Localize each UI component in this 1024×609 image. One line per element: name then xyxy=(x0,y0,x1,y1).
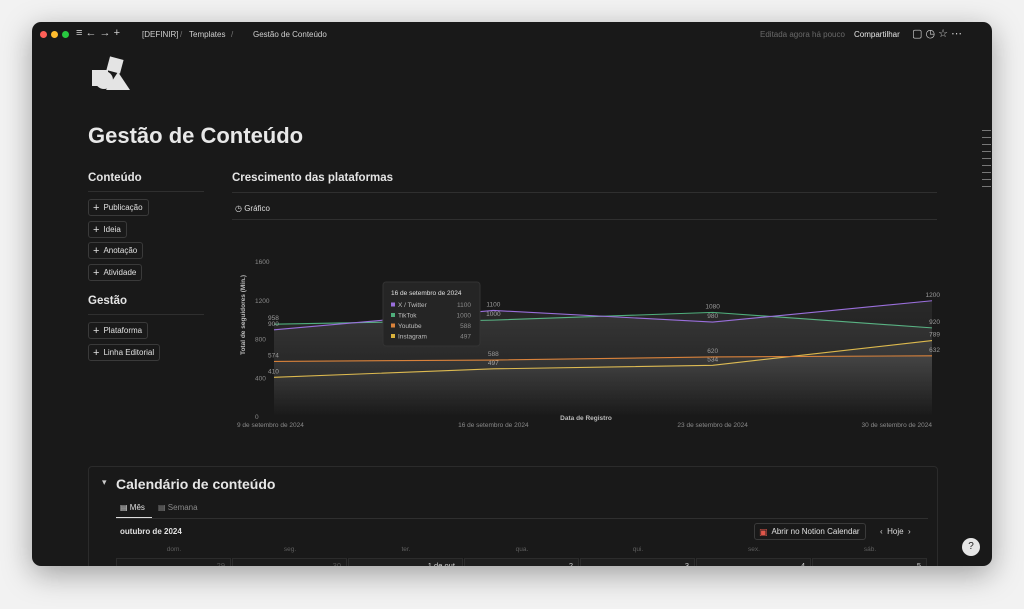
breadcrumb[interactable]: Templates xyxy=(189,30,226,39)
calendar-heading: Calendário de conteúdo xyxy=(116,476,276,492)
tooltip-value: 588 xyxy=(460,323,471,330)
breadcrumb[interactable]: [DEFINIR] xyxy=(142,30,179,39)
window: ≡ ← → + [DEFINIR] / Templates / Gestão d… xyxy=(32,22,992,566)
separator: / xyxy=(231,30,234,39)
button[interactable]: + Plataforma xyxy=(88,322,149,339)
data-label: 620 xyxy=(707,348,718,355)
chart: Data de Registro Total de seguidores (Mí… xyxy=(237,259,941,429)
weekday: qua. xyxy=(515,546,529,553)
data-label: 1200 xyxy=(926,292,941,299)
toolbar-icons[interactable]: ▢ ◷ ☆ ⋯ xyxy=(912,28,963,40)
tab[interactable]: ▤ Semana xyxy=(158,503,198,512)
day-cell[interactable]: 5 xyxy=(812,558,927,566)
group-heading: Conteúdo xyxy=(88,172,142,184)
view-tab[interactable]: ◷ Gráfico xyxy=(235,204,270,213)
data-label: 574 xyxy=(268,352,279,359)
tooltip-value: 497 xyxy=(460,334,471,341)
data-label: 632 xyxy=(929,347,940,354)
data-label: 1080 xyxy=(705,303,720,310)
separator: / xyxy=(180,30,183,39)
data-label: 789 xyxy=(929,332,940,339)
day-cell[interactable]: 2 xyxy=(464,558,579,566)
edit-status: Editada agora há pouco xyxy=(760,30,845,39)
weekday: qui. xyxy=(632,546,644,553)
section-heading: Crescimento das plataformas xyxy=(232,172,394,184)
toggle[interactable]: ▾ xyxy=(102,477,107,487)
calendar-block xyxy=(88,466,938,566)
day-cell[interactable]: 4 xyxy=(696,558,811,566)
button[interactable]: + Atividade xyxy=(88,264,143,281)
data-label: 588 xyxy=(488,351,499,358)
y-tick-label: 1200 xyxy=(255,298,270,305)
weekday: ter. xyxy=(401,546,411,553)
button[interactable]: + Anotação xyxy=(88,242,144,259)
button[interactable]: + Linha Editorial xyxy=(88,344,161,361)
y-tick-label: 0 xyxy=(255,414,259,421)
tooltip-name: Youtube xyxy=(398,323,422,330)
group-heading: Gestão xyxy=(88,295,127,307)
page-title: Gestão de Conteúdo xyxy=(88,123,304,148)
day-cell[interactable]: 30 xyxy=(232,558,347,566)
y-tick-label: 400 xyxy=(255,375,266,382)
outline[interactable] xyxy=(982,130,991,190)
tooltip-swatch xyxy=(391,323,395,328)
day-cell[interactable]: 3 xyxy=(580,558,695,566)
area xyxy=(274,355,932,417)
y-axis-title: Total de seguidores (Mín.) xyxy=(240,275,247,355)
data-label: 980 xyxy=(707,313,718,320)
x-tick-label: 16 de setembro de 2024 xyxy=(458,422,529,429)
tooltip-name: X / Twitter xyxy=(398,302,428,309)
y-tick-label: 1600 xyxy=(255,259,270,266)
page-icon xyxy=(92,56,130,90)
tooltip-swatch xyxy=(391,334,395,338)
x-tick-label: 9 de setembro de 2024 xyxy=(237,422,304,429)
tooltip-name: Instagram xyxy=(398,334,427,341)
button[interactable]: + Publicação xyxy=(88,199,149,216)
y-tick-label: 800 xyxy=(255,337,266,344)
day-cell[interactable]: 29 xyxy=(116,558,231,566)
tooltip-value: 1000 xyxy=(457,313,472,320)
button[interactable]: + Ideia xyxy=(88,221,127,238)
line xyxy=(273,355,933,362)
tooltip-swatch xyxy=(391,313,395,317)
tooltip-swatch xyxy=(391,302,395,307)
x-tick-label: 30 de setembro de 2024 xyxy=(862,422,933,429)
weekday: sáb. xyxy=(863,546,877,553)
share-button[interactable]: Compartilhar xyxy=(854,30,900,39)
tooltip: 16 de setembro de 2024 X / Twitter 1100 Tik… xyxy=(382,281,481,347)
data-label: 920 xyxy=(929,319,940,326)
zoom[interactable] xyxy=(62,31,69,38)
close[interactable] xyxy=(40,31,47,38)
day-cell[interactable]: 1 de out. xyxy=(348,558,463,566)
data-label: 900 xyxy=(268,321,279,328)
breadcrumb[interactable]: Gestão de Conteúdo xyxy=(253,30,327,39)
x-tick-label: 23 de setembro de 2024 xyxy=(677,422,748,429)
help-button[interactable]: ? xyxy=(962,538,980,556)
data-label: 1100 xyxy=(486,301,500,308)
menu-icon[interactable]: ≡ ← → + xyxy=(76,27,121,39)
tooltip-box xyxy=(382,281,481,347)
weekday: seg. xyxy=(283,546,297,553)
tooltip-title: 16 de setembro de 2024 xyxy=(391,290,462,297)
weekday: sex. xyxy=(748,546,760,553)
x-axis-title: Data de Registro xyxy=(560,415,612,422)
month: outubro de 2024 xyxy=(120,527,182,536)
weekday: dom. xyxy=(166,546,182,553)
data-label: 410 xyxy=(268,368,279,375)
tooltip-name: TikTok xyxy=(398,313,417,320)
today-nav[interactable]: ‹ Hoje › xyxy=(880,527,911,536)
tab[interactable]: ▤ Mês xyxy=(120,503,145,512)
tooltip-value: 1100 xyxy=(457,302,471,309)
minimize[interactable] xyxy=(51,31,58,38)
data-label: 958 xyxy=(268,315,279,322)
open-calendar[interactable]: ▣ Abrir no Notion Calendar xyxy=(754,523,866,540)
